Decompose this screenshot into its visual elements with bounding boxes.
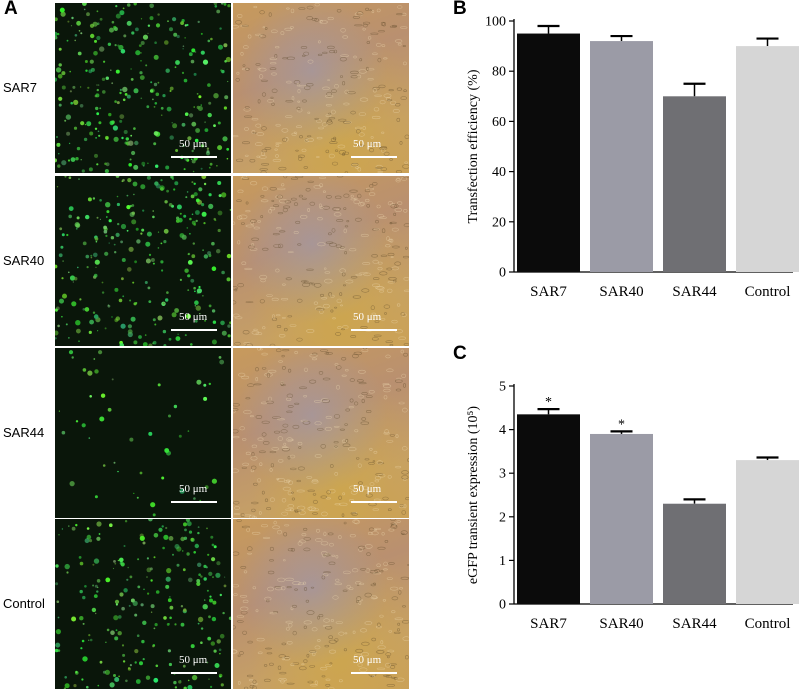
scale-bar-label: 50 μm bbox=[353, 483, 382, 495]
scale-bar-label: 50 μm bbox=[179, 654, 208, 666]
bar-sar44 bbox=[663, 503, 726, 604]
scale-bar-label: 50 μm bbox=[179, 483, 208, 495]
panel-b-label: B bbox=[453, 0, 467, 19]
bar-sar7 bbox=[517, 33, 580, 272]
category-label: SAR40 bbox=[599, 616, 643, 632]
fluorescence-micrograph: 50 μm bbox=[55, 519, 231, 689]
y-tick-label: 20 bbox=[492, 215, 506, 230]
scale-bar-label: 50 μm bbox=[353, 138, 382, 150]
bar-control bbox=[736, 46, 799, 272]
scale-bar bbox=[351, 156, 397, 158]
scale-bar-label: 50 μm bbox=[353, 654, 382, 666]
y-tick-label: 1 bbox=[499, 554, 506, 569]
fluorescence-micrograph: 50 μm bbox=[55, 3, 231, 173]
panel-a-label: A bbox=[4, 0, 18, 19]
category-label: SAR44 bbox=[672, 616, 717, 632]
category-label: Control bbox=[745, 616, 791, 632]
scale-bar bbox=[351, 501, 397, 503]
scale-bar bbox=[351, 672, 397, 674]
y-tick-label: 3 bbox=[499, 467, 506, 482]
row-label: Control bbox=[3, 596, 45, 611]
scale-bar-label: 50 μm bbox=[179, 311, 208, 323]
y-tick-label: 80 bbox=[492, 65, 506, 80]
y-axis-label: Transfection efficiency (%) bbox=[466, 69, 481, 223]
category-label: SAR7 bbox=[530, 284, 567, 300]
bar-sar7 bbox=[517, 414, 580, 604]
significance-marker: * bbox=[545, 395, 552, 410]
transfection-efficiency-chart: 0 20 40 60 80 100 Transfection efficiency (%) S… bbox=[466, 15, 799, 300]
y-tick-label: 0 bbox=[499, 266, 506, 281]
bar-sar44 bbox=[663, 96, 726, 272]
y-tick-label: 100 bbox=[485, 15, 506, 30]
brightfield-micrograph: 50 μm bbox=[233, 3, 409, 173]
panel-c-label: C bbox=[453, 343, 467, 364]
y-tick-label: 2 bbox=[499, 510, 506, 525]
category-label: SAR7 bbox=[530, 616, 567, 632]
scale-bar bbox=[351, 329, 397, 331]
scale-bar bbox=[171, 501, 217, 503]
y-tick-label: 60 bbox=[492, 115, 506, 130]
brightfield-micrograph: 50 μm bbox=[233, 519, 409, 689]
brightfield-micrograph: 50 μm bbox=[233, 176, 409, 346]
scale-bar bbox=[171, 156, 217, 158]
bar-control bbox=[736, 460, 799, 604]
row-label: SAR44 bbox=[3, 425, 45, 440]
row-label: SAR40 bbox=[3, 253, 45, 268]
scale-bar bbox=[171, 672, 217, 674]
fluorescence-micrograph: 50 μm bbox=[55, 348, 231, 518]
y-tick-label: 0 bbox=[499, 598, 506, 613]
category-label: SAR40 bbox=[599, 284, 643, 300]
scale-bar bbox=[171, 329, 217, 331]
y-tick-label: 4 bbox=[499, 423, 506, 438]
y-tick-label: 5 bbox=[499, 380, 506, 395]
bar-sar40 bbox=[590, 41, 653, 272]
y-axis-label: eGFP transient expression (10⁵) bbox=[466, 406, 481, 585]
row-label: SAR7 bbox=[3, 80, 37, 95]
y-tick-label: 40 bbox=[492, 165, 506, 180]
fluorescence-micrograph: 50 μm bbox=[55, 176, 231, 346]
bar-sar40 bbox=[590, 433, 653, 604]
significance-marker: * bbox=[618, 417, 625, 432]
category-label: Control bbox=[745, 284, 791, 300]
scale-bar-label: 50 μm bbox=[353, 311, 382, 323]
category-label: SAR44 bbox=[672, 284, 717, 300]
scale-bar-label: 50 μm bbox=[179, 138, 208, 150]
brightfield-micrograph: 50 μm bbox=[233, 348, 409, 518]
egfp-expression-chart: 0 1 2 3 4 5 eGFP transient expression (10⁵) SAR… bbox=[466, 380, 799, 632]
